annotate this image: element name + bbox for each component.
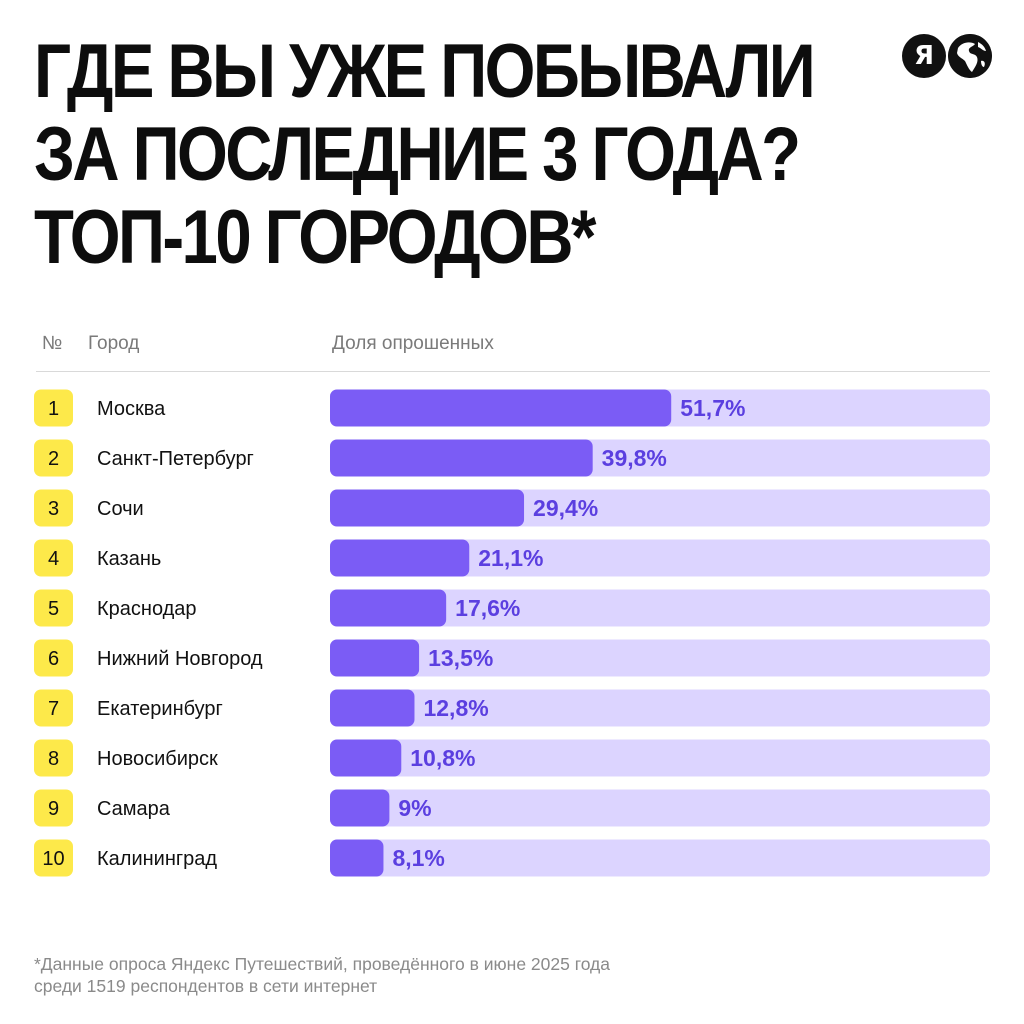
value-label: 21,1% <box>478 545 543 571</box>
column-header-city: Город <box>88 333 140 354</box>
value-label: 12,8% <box>423 695 488 721</box>
bar-track <box>330 539 990 577</box>
bar <box>330 839 384 877</box>
city-label: Краснодар <box>97 598 197 620</box>
yandex-logo-icon: Я <box>902 34 946 78</box>
city-label: Калининград <box>97 848 217 870</box>
bar <box>330 389 672 427</box>
bar <box>330 639 420 677</box>
city-label: Санкт-Петербург <box>97 448 254 470</box>
value-label: 10,8% <box>410 745 475 771</box>
rank-number: 4 <box>48 548 59 570</box>
column-header-rank: № <box>42 333 63 354</box>
page-title: ГДЕ ВЫ УЖЕ ПОБЫВАЛИ ЗА ПОСЛЕДНИЕ 3 ГОДА?… <box>34 29 816 280</box>
header-divider <box>36 371 990 372</box>
rank-badge <box>34 589 73 627</box>
value-label: 29,4% <box>533 495 598 521</box>
rank-number: 8 <box>48 748 59 770</box>
rank-number: 5 <box>48 598 59 620</box>
bar-track <box>330 689 990 727</box>
rank-badge <box>34 489 73 527</box>
bar-track <box>330 589 990 627</box>
bar-track <box>330 739 990 777</box>
title-line-1: ГДЕ ВЫ УЖЕ ПОБЫВАЛИ <box>34 29 816 114</box>
bar-track <box>330 639 990 677</box>
rank-number: 1 <box>48 398 59 420</box>
value-label: 51,7% <box>680 395 745 421</box>
column-header-share: Доля опрошенных <box>332 333 494 354</box>
title-line-2: ЗА ПОСЛЕДНИЕ 3 ГОДА? <box>34 112 801 197</box>
bar-track <box>330 839 990 877</box>
rank-number: 7 <box>48 698 59 720</box>
rank-badge <box>34 389 73 427</box>
globe-icon <box>948 34 992 78</box>
city-label: Москва <box>97 398 166 420</box>
bar <box>330 689 415 727</box>
footnote-line-1: *Данные опроса Яндекс Путешествий, прове… <box>34 954 611 974</box>
value-label: 9% <box>398 795 431 821</box>
rank-number: 2 <box>48 448 59 470</box>
table-header: № Город Доля опрошенных <box>0 333 1024 359</box>
bar <box>330 789 390 827</box>
rank-badge <box>34 839 73 877</box>
rank-badge <box>34 639 73 677</box>
rank-number: 9 <box>48 798 59 820</box>
city-label: Нижний Новгород <box>97 648 263 670</box>
bar <box>330 739 402 777</box>
rank-badge <box>34 739 73 777</box>
rank-badge <box>34 439 73 477</box>
rank-badge <box>34 689 73 727</box>
value-label: 13,5% <box>428 645 493 671</box>
title-line-3: ТОП-10 ГОРОДОВ* <box>34 195 596 280</box>
city-label: Казань <box>97 548 161 570</box>
rank-number: 3 <box>48 498 59 520</box>
rank-badge <box>34 539 73 577</box>
footnote-line-2: среди 1519 респондентов в сети интернет <box>34 976 378 996</box>
rank-badge <box>34 789 73 827</box>
rank-number: 10 <box>42 848 64 870</box>
brand-logos: Я <box>902 34 994 78</box>
bar <box>330 489 525 527</box>
bar <box>330 539 470 577</box>
value-label: 39,8% <box>602 445 667 471</box>
value-label: 8,1% <box>392 845 444 871</box>
bar <box>330 439 593 477</box>
city-label: Сочи <box>97 498 144 520</box>
value-label: 17,6% <box>455 595 520 621</box>
footnote: *Данные опроса Яндекс Путешествий, прове… <box>34 953 754 997</box>
rank-number: 6 <box>48 648 59 670</box>
city-label: Самара <box>97 798 171 820</box>
city-label: Новосибирск <box>97 748 218 770</box>
city-label: Екатеринбург <box>97 698 223 720</box>
bar <box>330 589 447 627</box>
bar-track <box>330 789 990 827</box>
